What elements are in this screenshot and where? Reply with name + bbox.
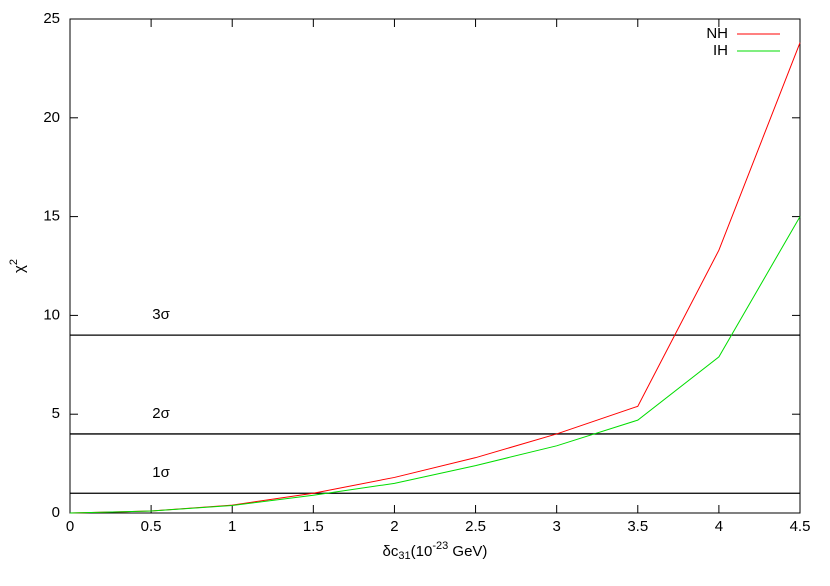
y-axis-label: χ2	[8, 259, 28, 273]
y-tick-label: 0	[52, 504, 60, 521]
y-tick-label: 5	[52, 405, 60, 422]
x-axis-label: δc31(10-23 GeV)	[383, 540, 488, 562]
legend-label: IH	[713, 42, 728, 59]
reference-label: 3σ	[152, 306, 170, 323]
plot-frame	[69, 18, 801, 514]
x-tick-label: 0.5	[141, 518, 162, 535]
x-tick-label: 4.5	[790, 518, 811, 535]
y-tick-label: 15	[43, 208, 60, 225]
y-tick-label: 10	[43, 306, 60, 323]
y-tick-label: 20	[43, 109, 60, 126]
x-tick-label: 1.5	[303, 518, 324, 535]
legend-label: NH	[706, 25, 728, 42]
x-tick-label: 4	[715, 518, 723, 535]
x-tick-label: 3	[552, 518, 560, 535]
reference-label: 1σ	[152, 464, 170, 481]
x-tick-label: 1	[228, 518, 236, 535]
y-tick-label: 25	[43, 10, 60, 27]
series-line	[69, 42, 801, 514]
x-tick-label: 0	[66, 518, 74, 535]
x-tick-label: 2	[390, 518, 398, 535]
x-tick-label: 3.5	[627, 518, 648, 535]
reference-label: 2σ	[152, 405, 170, 422]
series-line	[69, 216, 801, 514]
x-tick-label: 2.5	[465, 518, 486, 535]
